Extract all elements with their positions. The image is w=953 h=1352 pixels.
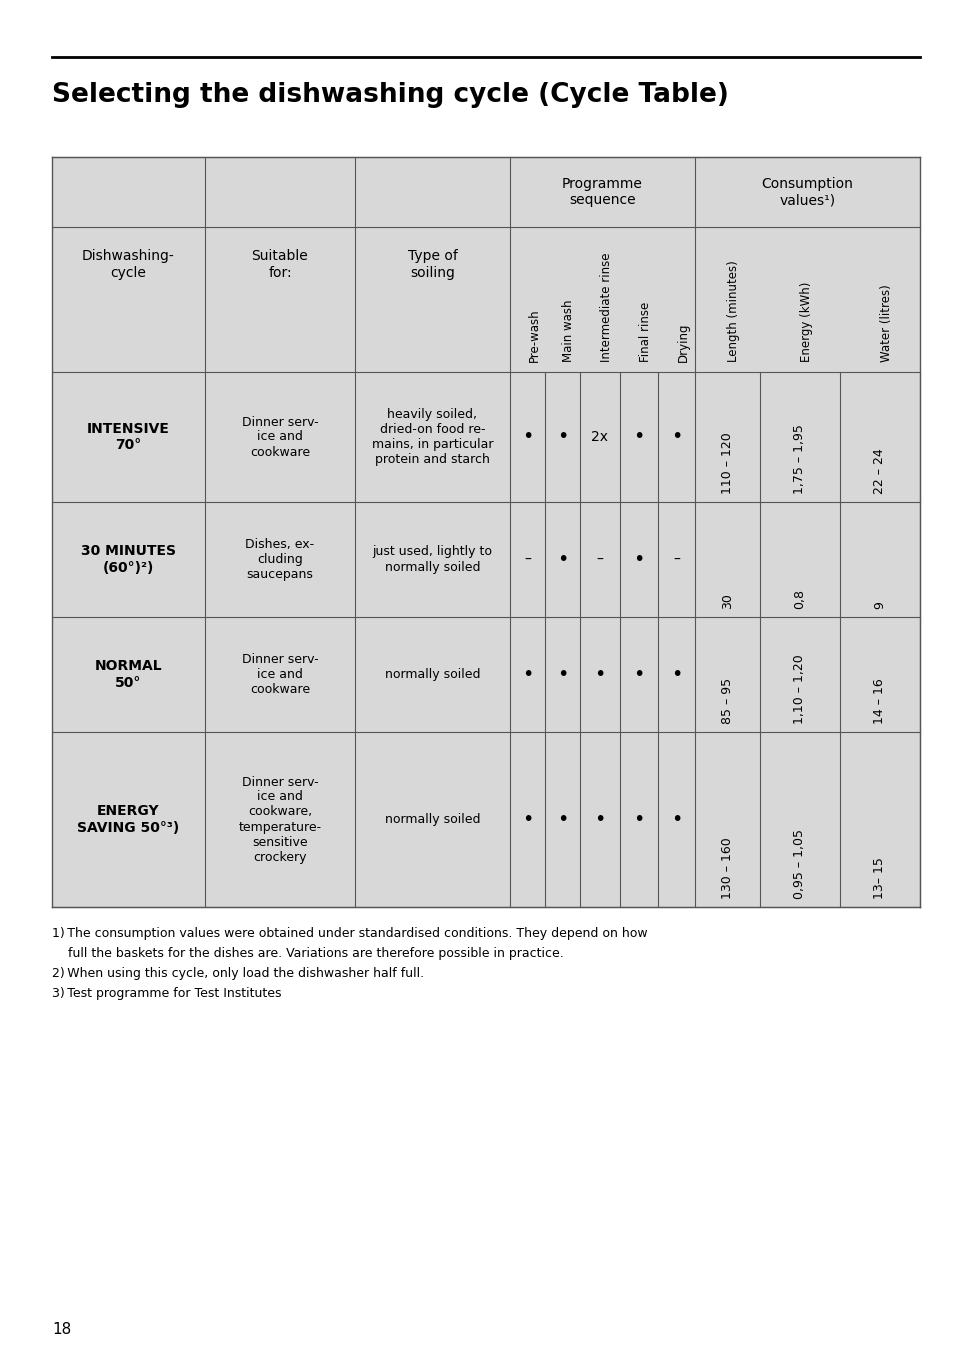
Text: •: •: [633, 427, 644, 446]
Text: Main wash: Main wash: [562, 300, 575, 362]
Text: Pre-wash: Pre-wash: [527, 308, 540, 362]
Text: Intermediate rinse: Intermediate rinse: [599, 253, 613, 362]
Text: 30 MINUTES
(60°)²): 30 MINUTES (60°)²): [81, 545, 175, 575]
Bar: [52, 157, 919, 907]
Text: •: •: [557, 665, 568, 684]
Text: •: •: [521, 810, 533, 829]
Text: •: •: [633, 665, 644, 684]
Text: Selecting the dishwashing cycle (Cycle Table): Selecting the dishwashing cycle (Cycle T…: [52, 82, 728, 108]
Text: 22 – 24: 22 – 24: [873, 449, 885, 493]
Text: Dishwashing-
cycle: Dishwashing- cycle: [82, 249, 174, 280]
Text: Water (litres): Water (litres): [879, 284, 892, 362]
Text: –: –: [523, 553, 531, 566]
Text: •: •: [670, 427, 681, 446]
Text: 2x: 2x: [591, 430, 608, 443]
Text: Dinner serv-
ice and
cookware: Dinner serv- ice and cookware: [241, 415, 318, 458]
Text: •: •: [557, 427, 568, 446]
Text: 2) When using this cycle, only load the dishwasher half full.: 2) When using this cycle, only load the …: [52, 967, 424, 980]
Text: Drying: Drying: [676, 323, 689, 362]
Text: 1) The consumption values were obtained under standardised conditions. They depe: 1) The consumption values were obtained …: [52, 927, 647, 940]
Text: –: –: [673, 553, 679, 566]
Text: 14 – 16: 14 – 16: [873, 679, 885, 725]
Text: 13– 15: 13– 15: [873, 857, 885, 899]
Text: Final rinse: Final rinse: [639, 301, 651, 362]
Text: Dishes, ex-
cluding
saucepans: Dishes, ex- cluding saucepans: [245, 538, 314, 581]
Text: just used, lightly to
normally soiled: just used, lightly to normally soiled: [372, 545, 492, 573]
Text: NORMAL
50°: NORMAL 50°: [94, 660, 162, 690]
Text: 1,75 – 1,95: 1,75 – 1,95: [793, 425, 805, 493]
Text: 0,8: 0,8: [793, 589, 805, 608]
Text: •: •: [521, 427, 533, 446]
Text: INTENSIVE
70°: INTENSIVE 70°: [87, 422, 170, 452]
Text: Type of
soiling: Type of soiling: [407, 249, 456, 280]
Text: full the baskets for the dishes are. Variations are therefore possible in practi: full the baskets for the dishes are. Var…: [52, 946, 563, 960]
Text: •: •: [594, 810, 605, 829]
Text: •: •: [633, 810, 644, 829]
Text: 85 – 95: 85 – 95: [720, 677, 733, 725]
Text: •: •: [633, 550, 644, 569]
Text: •: •: [594, 665, 605, 684]
Text: •: •: [670, 810, 681, 829]
Text: 18: 18: [52, 1322, 71, 1337]
Text: Length (minutes): Length (minutes): [727, 260, 740, 362]
Text: normally soiled: normally soiled: [384, 813, 479, 826]
Text: Consumption
values¹): Consumption values¹): [760, 177, 853, 207]
Text: Dinner serv-
ice and
cookware: Dinner serv- ice and cookware: [241, 653, 318, 696]
Text: Dinner serv-
ice and
cookware,
temperature-
sensitive
crockery: Dinner serv- ice and cookware, temperatu…: [238, 776, 321, 864]
Text: Suitable
for:: Suitable for:: [252, 249, 308, 280]
Text: 30: 30: [720, 594, 733, 608]
Text: 3) Test programme for Test Institutes: 3) Test programme for Test Institutes: [52, 987, 281, 1000]
Text: –: –: [596, 553, 603, 566]
Text: Programme
sequence: Programme sequence: [561, 177, 642, 207]
Text: Energy (kWh): Energy (kWh): [800, 281, 812, 362]
Text: 0,95 – 1,05: 0,95 – 1,05: [793, 829, 805, 899]
Text: •: •: [557, 810, 568, 829]
Text: •: •: [521, 665, 533, 684]
Text: heavily soiled,
dried-on food re-
mains, in particular
protein and starch: heavily soiled, dried-on food re- mains,…: [372, 408, 493, 466]
Text: normally soiled: normally soiled: [384, 668, 479, 681]
Text: 1,10 – 1,20: 1,10 – 1,20: [793, 654, 805, 725]
Text: •: •: [670, 665, 681, 684]
Text: •: •: [557, 550, 568, 569]
Text: 130 – 160: 130 – 160: [720, 837, 733, 899]
Text: 9: 9: [873, 602, 885, 608]
Text: 110 – 120: 110 – 120: [720, 433, 733, 493]
Text: ENERGY
SAVING 50°³): ENERGY SAVING 50°³): [77, 804, 179, 834]
